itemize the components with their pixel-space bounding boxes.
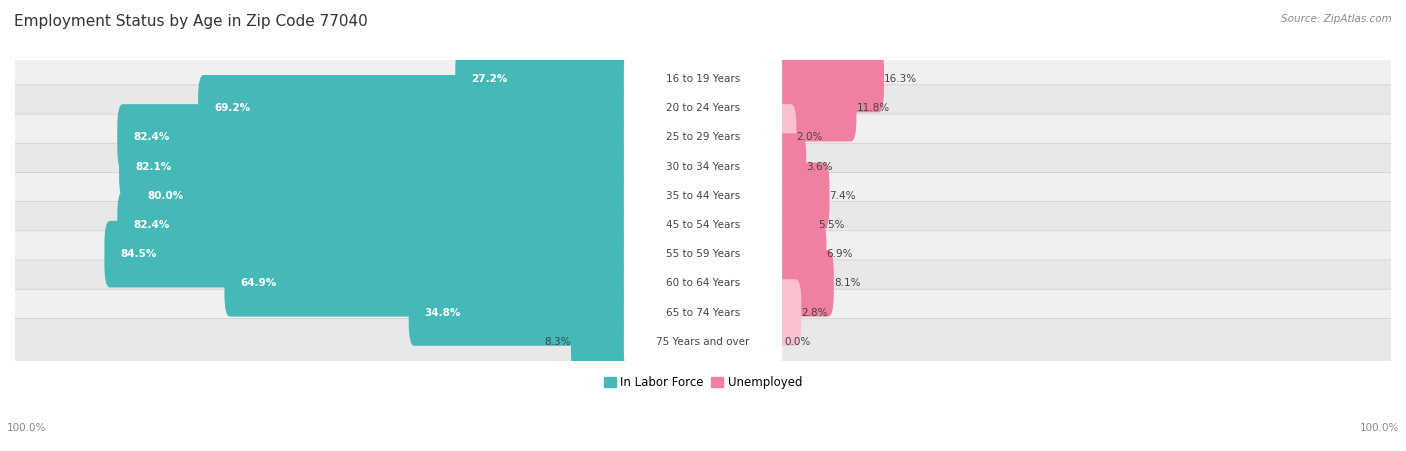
FancyBboxPatch shape bbox=[624, 83, 782, 133]
FancyBboxPatch shape bbox=[13, 143, 1393, 190]
Text: 84.5%: 84.5% bbox=[121, 249, 156, 259]
FancyBboxPatch shape bbox=[13, 260, 1393, 307]
FancyBboxPatch shape bbox=[624, 258, 782, 309]
FancyBboxPatch shape bbox=[117, 104, 633, 170]
Text: 60 to 64 Years: 60 to 64 Years bbox=[666, 278, 740, 288]
Text: 0.0%: 0.0% bbox=[785, 337, 810, 347]
Text: 75 Years and over: 75 Years and over bbox=[657, 337, 749, 347]
FancyBboxPatch shape bbox=[624, 229, 782, 280]
FancyBboxPatch shape bbox=[13, 56, 1393, 102]
Text: 6.9%: 6.9% bbox=[827, 249, 853, 259]
Text: 64.9%: 64.9% bbox=[240, 278, 277, 288]
FancyBboxPatch shape bbox=[13, 202, 1393, 249]
FancyBboxPatch shape bbox=[773, 162, 830, 229]
FancyBboxPatch shape bbox=[13, 114, 1393, 161]
Text: 20 to 24 Years: 20 to 24 Years bbox=[666, 103, 740, 113]
FancyBboxPatch shape bbox=[773, 104, 796, 170]
Text: 7.4%: 7.4% bbox=[830, 191, 856, 201]
Text: 82.4%: 82.4% bbox=[134, 220, 170, 230]
FancyBboxPatch shape bbox=[773, 46, 884, 112]
Text: 80.0%: 80.0% bbox=[148, 191, 184, 201]
FancyBboxPatch shape bbox=[624, 54, 782, 105]
FancyBboxPatch shape bbox=[132, 162, 633, 229]
FancyBboxPatch shape bbox=[624, 287, 782, 338]
Text: Source: ZipAtlas.com: Source: ZipAtlas.com bbox=[1281, 14, 1392, 23]
Text: 2.8%: 2.8% bbox=[801, 308, 828, 318]
FancyBboxPatch shape bbox=[225, 250, 633, 317]
Text: 16 to 19 Years: 16 to 19 Years bbox=[666, 74, 740, 84]
FancyBboxPatch shape bbox=[773, 75, 856, 142]
FancyBboxPatch shape bbox=[624, 170, 782, 221]
FancyBboxPatch shape bbox=[571, 308, 633, 375]
FancyBboxPatch shape bbox=[773, 279, 801, 346]
Text: 16.3%: 16.3% bbox=[884, 74, 917, 84]
FancyBboxPatch shape bbox=[773, 192, 818, 258]
FancyBboxPatch shape bbox=[624, 316, 782, 367]
FancyBboxPatch shape bbox=[456, 46, 633, 112]
Legend: In Labor Force, Unemployed: In Labor Force, Unemployed bbox=[599, 372, 807, 394]
Text: 25 to 29 Years: 25 to 29 Years bbox=[666, 133, 740, 143]
Text: 45 to 54 Years: 45 to 54 Years bbox=[666, 220, 740, 230]
Text: 82.4%: 82.4% bbox=[134, 133, 170, 143]
Text: 2.0%: 2.0% bbox=[796, 133, 823, 143]
FancyBboxPatch shape bbox=[773, 250, 834, 317]
FancyBboxPatch shape bbox=[624, 200, 782, 250]
FancyBboxPatch shape bbox=[409, 279, 633, 346]
Text: 8.3%: 8.3% bbox=[544, 337, 571, 347]
FancyBboxPatch shape bbox=[198, 75, 633, 142]
FancyBboxPatch shape bbox=[13, 289, 1393, 336]
FancyBboxPatch shape bbox=[13, 85, 1393, 132]
Text: Employment Status by Age in Zip Code 77040: Employment Status by Age in Zip Code 770… bbox=[14, 14, 368, 28]
Text: 35 to 44 Years: 35 to 44 Years bbox=[666, 191, 740, 201]
Text: 100.0%: 100.0% bbox=[7, 423, 46, 433]
FancyBboxPatch shape bbox=[13, 318, 1393, 365]
Text: 69.2%: 69.2% bbox=[214, 103, 250, 113]
FancyBboxPatch shape bbox=[773, 133, 806, 200]
FancyBboxPatch shape bbox=[120, 133, 633, 200]
Text: 65 to 74 Years: 65 to 74 Years bbox=[666, 308, 740, 318]
Text: 3.6%: 3.6% bbox=[806, 161, 832, 172]
FancyBboxPatch shape bbox=[117, 192, 633, 258]
Text: 30 to 34 Years: 30 to 34 Years bbox=[666, 161, 740, 172]
FancyBboxPatch shape bbox=[13, 172, 1393, 219]
Text: 5.5%: 5.5% bbox=[818, 220, 845, 230]
Text: 8.1%: 8.1% bbox=[834, 278, 860, 288]
Text: 27.2%: 27.2% bbox=[471, 74, 508, 84]
Text: 34.8%: 34.8% bbox=[425, 308, 461, 318]
Text: 82.1%: 82.1% bbox=[135, 161, 172, 172]
FancyBboxPatch shape bbox=[624, 141, 782, 192]
FancyBboxPatch shape bbox=[773, 221, 827, 287]
Text: 55 to 59 Years: 55 to 59 Years bbox=[666, 249, 740, 259]
FancyBboxPatch shape bbox=[13, 231, 1393, 277]
Text: 11.8%: 11.8% bbox=[856, 103, 890, 113]
FancyBboxPatch shape bbox=[624, 112, 782, 163]
Text: 100.0%: 100.0% bbox=[1360, 423, 1399, 433]
FancyBboxPatch shape bbox=[104, 221, 633, 287]
